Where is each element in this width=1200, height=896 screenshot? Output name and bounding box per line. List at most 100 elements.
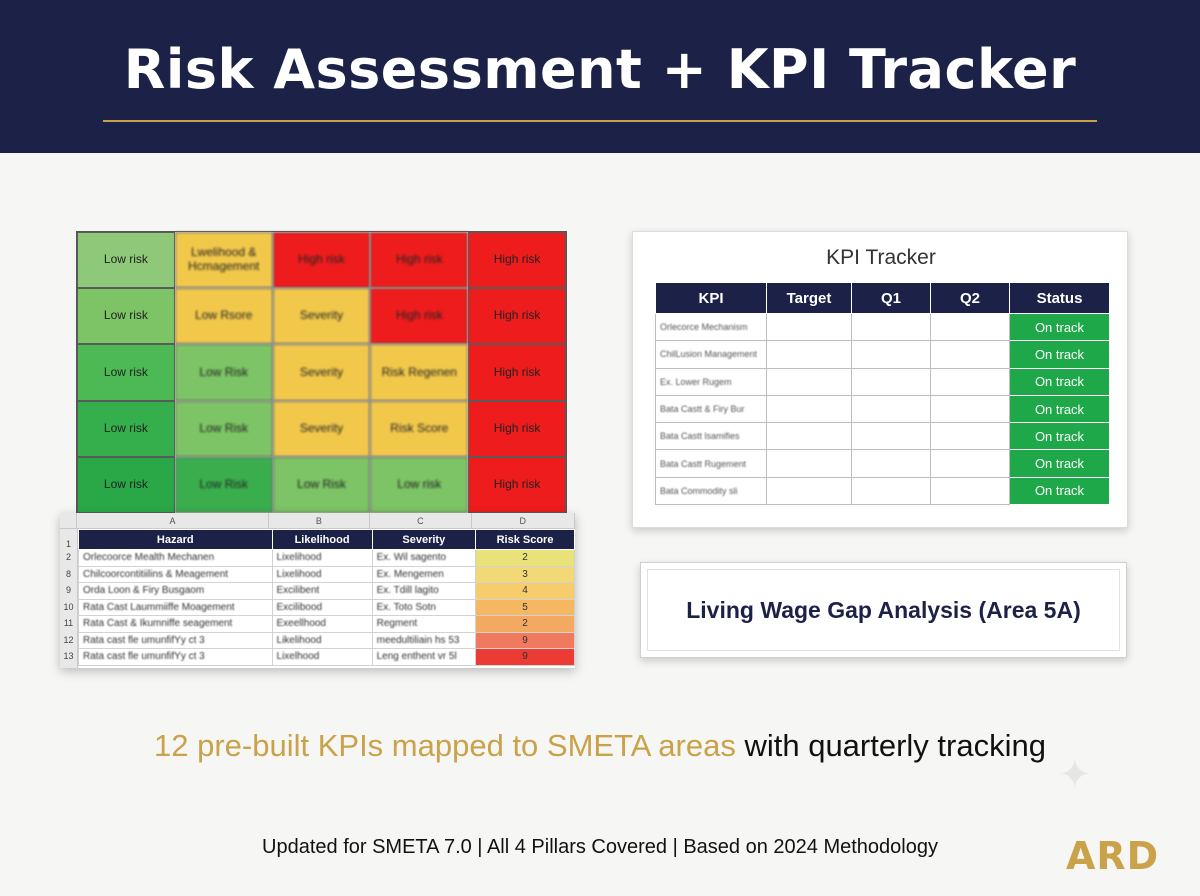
spreadsheet-cell-severity: Ex. Tdill lagito [371, 582, 477, 600]
spreadsheet-cell-likelihood: Excilibent [271, 582, 373, 600]
matrix-cell: Low risk [77, 344, 175, 401]
spreadsheet-cell-hazard: Orlecoorce Mealth Mechanen [78, 549, 273, 567]
living-wage-label: Living Wage Gap Analysis (Area 5A) [647, 569, 1120, 651]
spreadsheet-cell-likelihood: Lixelihood [271, 549, 373, 567]
spreadsheet-cell-likelihood: Exeellhood [271, 615, 373, 633]
kpi-name-cell: Bata Castt Rugement [655, 449, 767, 478]
spreadsheet-cell-hazard: Rata Cast & Ikumniffe seagement [78, 615, 273, 633]
spreadsheet-cell-severity: Ex. Wil sagento [371, 549, 477, 567]
gold-divider [103, 120, 1097, 122]
matrix-cell: High risk [370, 288, 469, 345]
risk-score-cell: 4 [475, 582, 575, 600]
risk-score-cell: 3 [475, 565, 575, 583]
matrix-cell: Low risk [77, 456, 175, 513]
kpi-row: Bata Castt Rugement On track [655, 449, 1110, 478]
kpi-empty-cell [851, 394, 931, 424]
spreadsheet-cell-likelihood: Lixelhood [271, 648, 373, 666]
kpi-name-cell: Orlecorce Mechanism [655, 312, 767, 342]
footer-text: Updated for SMETA 7.0 | All 4 Pillars Co… [262, 836, 938, 858]
spreadsheet-cell-hazard: Rata cast fle umunfifYy ct 3 [78, 631, 273, 649]
matrix-cell: Low Risk [174, 344, 273, 401]
status-badge: On track [1009, 367, 1110, 396]
spreadsheet-row: Orlecoorce Mealth Mechanen Lixelihood Ex. … [78, 549, 575, 567]
living-wage-card: Living Wage Gap Analysis (Area 5A) [640, 562, 1127, 658]
kpi-empty-cell [930, 340, 1010, 369]
spreadsheet-header-cell: Hazard [78, 529, 273, 550]
kpi-empty-cell [930, 394, 1010, 424]
spreadsheet-cell-severity: Leng enthent vr 5l [371, 648, 477, 666]
spreadsheet-cell-severity: meedultiliain hs 53 [371, 631, 477, 649]
ard-logo: ARD [1066, 834, 1160, 878]
status-badge: On track [1009, 340, 1110, 369]
kpi-empty-cell [851, 476, 931, 506]
spreadsheet-row: Rata Cast Laummiiffe Moagement Excilibood… [78, 598, 575, 616]
matrix-cell: Severity [272, 288, 371, 345]
status-badge: On track [1009, 476, 1110, 506]
spreadsheet-cell-likelihood: Excilibood [271, 598, 373, 616]
row-number: 8 [65, 568, 71, 579]
kpi-empty-cell [851, 367, 931, 396]
kpi-tracker-card: KPI Tracker KPI Target Q1 Q2 Status Orlecorc… [632, 231, 1128, 528]
kpi-header-cell: KPI [655, 282, 767, 314]
row-number: 9 [65, 585, 71, 596]
kpi-empty-cell [766, 367, 852, 396]
spreadsheet-header-cell: Likelihood [271, 529, 373, 550]
spreadsheet-table: Hazard Likelihood Severity Risk Score Orlec… [78, 529, 575, 666]
spreadsheet-header-cell: Risk Score [475, 529, 575, 550]
spreadsheet-cell-severity: Ex. Mengemen [371, 565, 477, 583]
kpi-empty-cell [766, 312, 852, 342]
kpi-empty-cell [766, 476, 852, 506]
spreadsheet-cell-likelihood: Likelihood [271, 631, 373, 649]
kpi-row: Bata Castt lsamifies On track [655, 422, 1110, 451]
matrix-cell: Risk Regenen [370, 344, 469, 401]
matrix-cell: Lwelihood & Hcmagement [174, 232, 273, 289]
kpi-empty-cell [851, 422, 931, 451]
matrix-cell: High risk [272, 232, 371, 289]
kpi-empty-cell [930, 476, 1010, 506]
kpi-header-cell: Q2 [930, 282, 1010, 314]
matrix-cell: Risk Score [370, 400, 469, 457]
corner-cell [60, 513, 78, 528]
kpi-table: KPI Target Q1 Q2 Status Orlecorce Mechanism O… [655, 282, 1110, 506]
spreadsheet-cell-likelihood: Lixelihood [271, 565, 373, 583]
spreadsheet-row-numbers: 1 2 8 9 10 11 12 13 [60, 529, 78, 668]
matrix-cell: High risk [468, 400, 566, 457]
matrix-cell: High risk [468, 232, 566, 289]
matrix-cell: Low risk [77, 232, 175, 289]
spreadsheet-cell-hazard: Rata cast fle umunfifYy ct 3 [78, 648, 273, 666]
spreadsheet-header-cell: Severity [371, 529, 477, 550]
kpi-name-cell: Ex. Lower Rugem [655, 367, 767, 396]
kpi-row: Bata Castt & Firy Bur On track [655, 394, 1110, 424]
row-number: 1 [65, 539, 71, 549]
matrix-cell: High risk [468, 344, 566, 401]
kpi-empty-cell [930, 367, 1010, 396]
status-badge: On track [1009, 449, 1110, 478]
sparkle-icon: ✦ [1058, 753, 1092, 797]
spreadsheet-cell-hazard: Rata Cast Laummiiffe Moagement [78, 598, 273, 616]
column-letter: B [269, 513, 371, 528]
kpi-empty-cell [930, 422, 1010, 451]
matrix-cell: Severity [272, 344, 371, 401]
kpi-header-cell: Target [766, 282, 852, 314]
kpi-row: Orlecorce Mechanism On track [655, 312, 1110, 342]
kpi-empty-cell [766, 394, 852, 424]
row-number: 11 [63, 618, 74, 629]
matrix-cell: Low Rsore [174, 288, 273, 345]
column-letter: D [472, 513, 575, 528]
kpi-empty-cell [851, 312, 931, 342]
spreadsheet-row: Rata cast fle umunfifYy ct 3 Lixelhood Len… [78, 648, 575, 666]
tagline-rest: with quarterly tracking [735, 728, 1046, 763]
risk-score-cell: 5 [475, 598, 575, 616]
kpi-row: ChilLusion Management On track [655, 340, 1110, 369]
matrix-cell: High risk [370, 232, 469, 289]
risk-matrix: Low risk Lwelihood & Hcmagement High risk H… [76, 231, 567, 514]
tagline-highlight: 12 pre-built KPIs mapped to SMETA areas [154, 728, 736, 763]
kpi-name-cell: Bata Castt lsamifies [655, 422, 767, 451]
column-letter: C [370, 513, 472, 528]
column-letter: A [77, 513, 269, 528]
kpi-empty-cell [766, 449, 852, 478]
matrix-cell: Low risk [77, 288, 175, 345]
spreadsheet-row: Rata cast fle umunfifYy ct 3 Likelihood me… [78, 631, 575, 649]
